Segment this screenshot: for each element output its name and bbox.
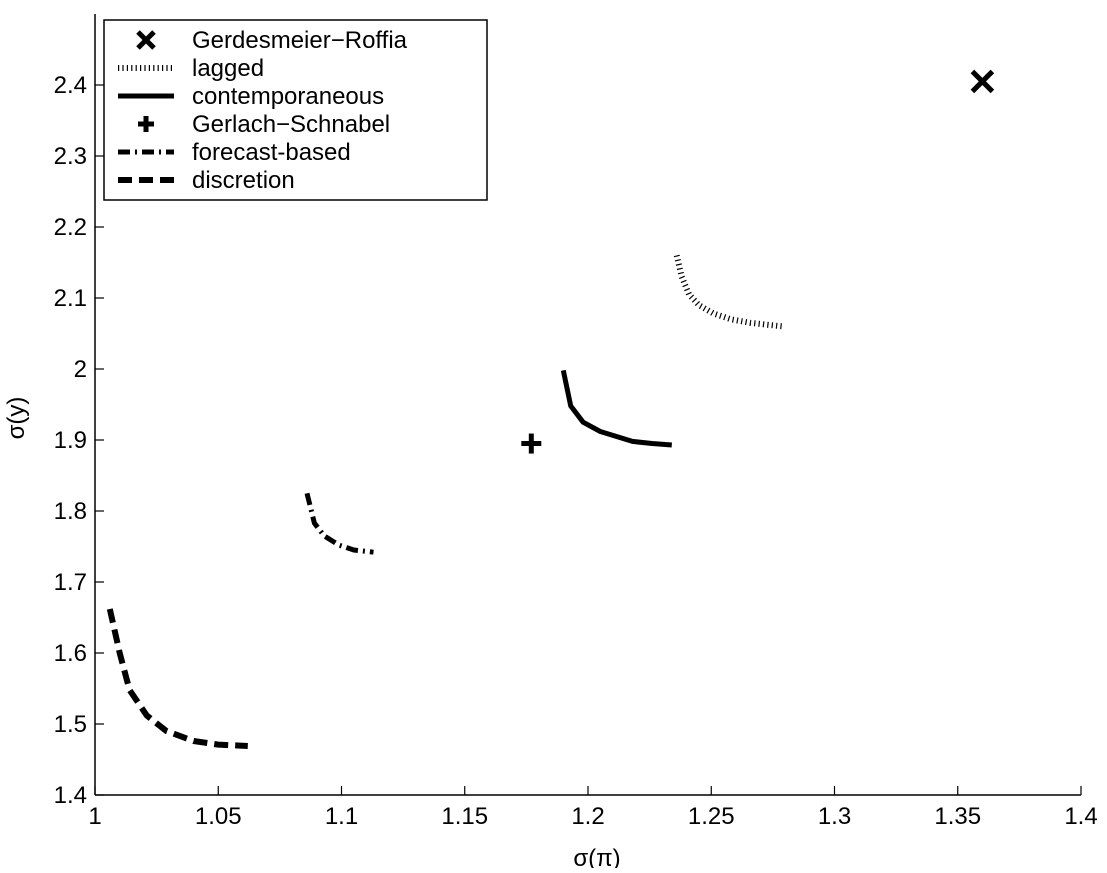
x-marker-point bbox=[970, 69, 995, 94]
x-tick-label: 1 bbox=[88, 803, 101, 830]
legend-label: Gerlach−Schnabel bbox=[192, 111, 390, 138]
y-tick-label: 2 bbox=[74, 356, 87, 383]
x-axis-label: σ(π) bbox=[573, 845, 620, 868]
series-0 bbox=[970, 69, 995, 94]
y-tick-label: 1.7 bbox=[54, 569, 87, 596]
series-line bbox=[304, 492, 374, 555]
series-5 bbox=[106, 608, 248, 749]
x-tick-label: 1.05 bbox=[195, 803, 242, 830]
y-tick-label: 1.8 bbox=[54, 498, 87, 525]
y-tick-label: 1.4 bbox=[54, 782, 87, 809]
legend-label: lagged bbox=[192, 55, 264, 82]
legend: Gerdesmeier−RoffialaggedcontemporaneousG… bbox=[103, 19, 488, 201]
y-tick-label: 2.1 bbox=[54, 285, 87, 312]
x-tick-label: 1.35 bbox=[934, 803, 981, 830]
x-tick-label: 1.3 bbox=[818, 803, 851, 830]
x-tick-label: 1.4 bbox=[1064, 803, 1097, 830]
series-4 bbox=[304, 492, 374, 555]
x-tick-label: 1.1 bbox=[325, 803, 358, 830]
x-tick-label: 1.15 bbox=[441, 803, 488, 830]
x-tick-label: 1.25 bbox=[688, 803, 735, 830]
series-layer bbox=[106, 69, 995, 749]
y-tick-label: 2.3 bbox=[54, 143, 87, 170]
series-1 bbox=[673, 254, 784, 330]
x-tick-label: 1.2 bbox=[571, 803, 604, 830]
legend-label: Gerdesmeier−Roffia bbox=[192, 27, 408, 54]
y-tick-label: 2.2 bbox=[54, 214, 87, 241]
y-tick-label: 1.6 bbox=[54, 640, 87, 667]
legend-label: forecast-based bbox=[192, 139, 351, 166]
series-3 bbox=[521, 433, 542, 454]
legend-marker bbox=[136, 30, 156, 50]
y-tick-label: 1.5 bbox=[54, 711, 87, 738]
y-tick-label: 2.4 bbox=[54, 72, 87, 99]
series-line bbox=[560, 369, 672, 448]
y-tick-label: 1.9 bbox=[54, 427, 87, 454]
legend-box bbox=[103, 19, 488, 201]
legend-label: contemporaneous bbox=[192, 83, 384, 110]
legend-label: discretion bbox=[192, 167, 295, 194]
series-2 bbox=[560, 369, 672, 448]
y-axis-label: σ(y) bbox=[3, 397, 30, 440]
axis-ticks: 1 1.05 1.1 1.15 1.2 1.25 1.3 1.35 1.4 1.4 1.5 1.6 1.… bbox=[54, 72, 1098, 830]
series-line bbox=[106, 608, 248, 749]
series-line bbox=[673, 254, 784, 330]
